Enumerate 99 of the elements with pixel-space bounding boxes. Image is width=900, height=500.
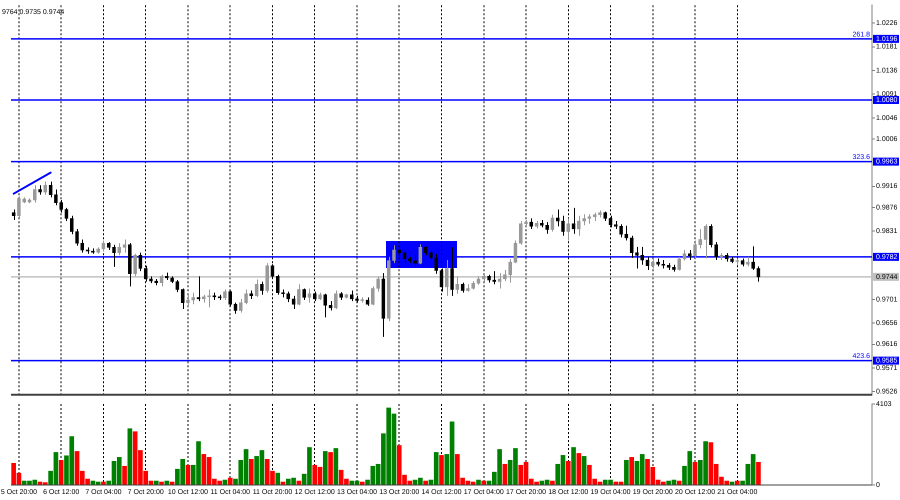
candlestick: [328, 300, 332, 312]
candlestick: [514, 240, 518, 264]
bar: [322, 451, 328, 485]
candlestick: [518, 220, 523, 246]
candlestick: [682, 250, 686, 262]
candlestick: [260, 281, 264, 296]
candlestick: [265, 262, 270, 294]
candlestick: [646, 256, 650, 271]
candlestick: [75, 228, 79, 246]
bar: [164, 480, 170, 485]
candlestick: [577, 215, 581, 236]
candlestick: [704, 224, 708, 259]
candlestick: [709, 224, 713, 248]
bar: [476, 480, 481, 485]
bar: [360, 482, 365, 485]
candlestick: [677, 256, 682, 272]
candlestick: [392, 244, 396, 264]
candlestick: [138, 252, 142, 272]
candlestick: [693, 240, 697, 259]
candlestick: [561, 215, 565, 236]
bar: [730, 482, 734, 485]
bar: [566, 460, 571, 485]
bar: [222, 480, 228, 485]
candlestick: [413, 254, 417, 267]
bar: [58, 460, 64, 485]
bar: [502, 464, 508, 485]
candlestick: [582, 214, 586, 226]
candlestick: [160, 274, 164, 287]
candlestick: [376, 276, 380, 292]
candlestick: [503, 270, 507, 282]
bar: [624, 460, 629, 485]
bar: [676, 480, 682, 485]
candlestick: [371, 286, 375, 306]
candlestick: [191, 292, 196, 305]
candlestick: [64, 207, 68, 222]
bar: [481, 480, 486, 485]
candlestick: [186, 293, 190, 308]
candlestick: [434, 253, 438, 274]
candlestick: [133, 253, 137, 277]
candlestick: [196, 276, 200, 302]
candlestick: [456, 276, 460, 294]
candlestick: [334, 290, 338, 310]
bar: [280, 482, 286, 485]
candlestick: [450, 246, 454, 296]
candlestick: [244, 289, 248, 305]
candlestick: [756, 266, 760, 282]
candlestick: [698, 228, 702, 249]
bar: [756, 462, 761, 485]
bar: [571, 447, 576, 485]
candlestick: [429, 250, 433, 261]
candlestick: [70, 215, 74, 235]
candlestick: [630, 235, 634, 258]
bar: [439, 455, 444, 485]
bar: [734, 480, 740, 485]
bar: [170, 482, 174, 485]
candlestick: [550, 214, 554, 232]
bar: [334, 448, 338, 485]
bar: [692, 462, 698, 485]
candlestick: [751, 246, 755, 271]
candlestick: [17, 196, 21, 218]
candlestick: [276, 274, 280, 296]
bar: [159, 482, 164, 485]
candlestick: [223, 289, 227, 301]
bar: [101, 482, 106, 485]
candlestick: [572, 207, 576, 234]
candlestick: [498, 272, 502, 289]
candlestick: [460, 282, 464, 294]
bar: [275, 472, 280, 485]
candlestick: [180, 288, 184, 310]
bar: [550, 480, 555, 485]
candlestick: [234, 302, 238, 314]
candlestick: [640, 246, 644, 266]
bar: [423, 480, 428, 485]
bar: [186, 464, 190, 485]
candlestick: [603, 211, 608, 222]
bar: [122, 466, 127, 485]
bar: [296, 480, 302, 485]
candlestick: [545, 222, 549, 234]
bar: [154, 480, 159, 485]
candlestick: [32, 184, 37, 204]
candlestick: [112, 244, 116, 268]
candlestick: [286, 291, 290, 303]
candlestick: [418, 244, 422, 265]
bar: [576, 453, 582, 485]
bar: [249, 459, 254, 485]
candlestick: [350, 290, 354, 302]
bar: [328, 452, 333, 485]
candlestick: [297, 284, 301, 306]
bar: [128, 428, 132, 485]
candlestick: [444, 260, 449, 296]
candlestick: [38, 184, 42, 196]
candlestick: [117, 242, 122, 256]
candlestick: [292, 295, 296, 310]
candlestick: [402, 251, 406, 264]
bar: [629, 457, 634, 485]
candlestick: [556, 208, 560, 227]
candlestick: [102, 240, 106, 252]
bar: [582, 456, 586, 485]
candlestick: [308, 288, 312, 304]
